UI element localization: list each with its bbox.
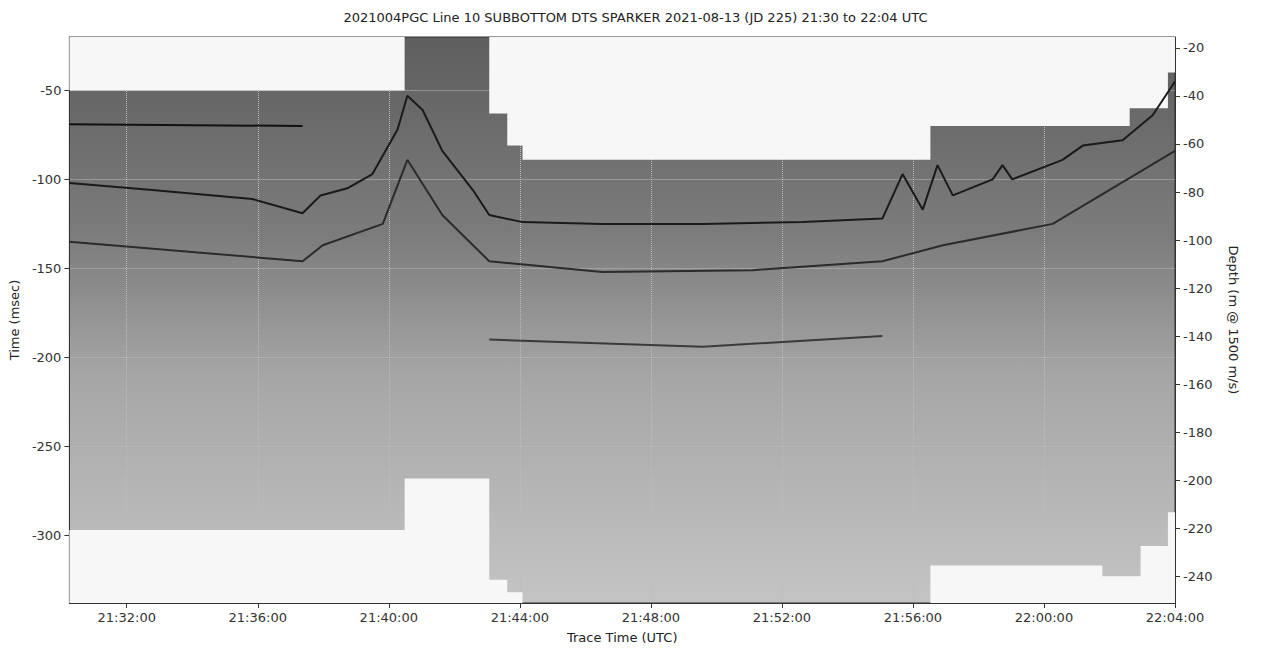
- svg-text:-40: -40: [1183, 88, 1204, 103]
- svg-text:21:52:00: 21:52:00: [753, 610, 811, 625]
- svg-text:-150: -150: [32, 261, 62, 276]
- svg-text:21:32:00: 21:32:00: [98, 610, 156, 625]
- svg-text:21:36:00: 21:36:00: [229, 610, 287, 625]
- svg-text:-100: -100: [32, 172, 62, 187]
- svg-text:-120: -120: [1183, 281, 1213, 296]
- svg-text:Trace Time (UTC): Trace Time (UTC): [566, 630, 677, 645]
- svg-text:-200: -200: [1183, 473, 1213, 488]
- svg-text:21:44:00: 21:44:00: [491, 610, 549, 625]
- svg-text:-160: -160: [1183, 377, 1213, 392]
- svg-text:21:40:00: 21:40:00: [360, 610, 418, 625]
- svg-text:-200: -200: [32, 350, 62, 365]
- svg-text:-300: -300: [32, 528, 62, 543]
- svg-text:-80: -80: [1183, 185, 1204, 200]
- svg-text:-50: -50: [40, 83, 61, 98]
- svg-text:-20: -20: [1183, 40, 1204, 55]
- svg-text:Time (msec): Time (msec): [7, 280, 22, 362]
- svg-text:22:04:00: 22:04:00: [1146, 610, 1204, 625]
- svg-text:-140: -140: [1183, 329, 1213, 344]
- svg-text:-220: -220: [1183, 521, 1213, 536]
- svg-text:-240: -240: [1183, 569, 1213, 584]
- svg-text:2021004PGC Line 10 SUBBOTTOM D: 2021004PGC Line 10 SUBBOTTOM DTS SPARKER…: [343, 10, 927, 25]
- svg-text:-60: -60: [1183, 136, 1204, 151]
- svg-text:21:56:00: 21:56:00: [884, 610, 942, 625]
- svg-text:-100: -100: [1183, 233, 1213, 248]
- svg-text:-250: -250: [32, 439, 62, 454]
- svg-text:22:00:00: 22:00:00: [1015, 610, 1073, 625]
- svg-text:Depth (m @ 1500 m/s): Depth (m @ 1500 m/s): [1226, 246, 1241, 395]
- svg-text:-180: -180: [1183, 425, 1213, 440]
- svg-text:21:48:00: 21:48:00: [622, 610, 680, 625]
